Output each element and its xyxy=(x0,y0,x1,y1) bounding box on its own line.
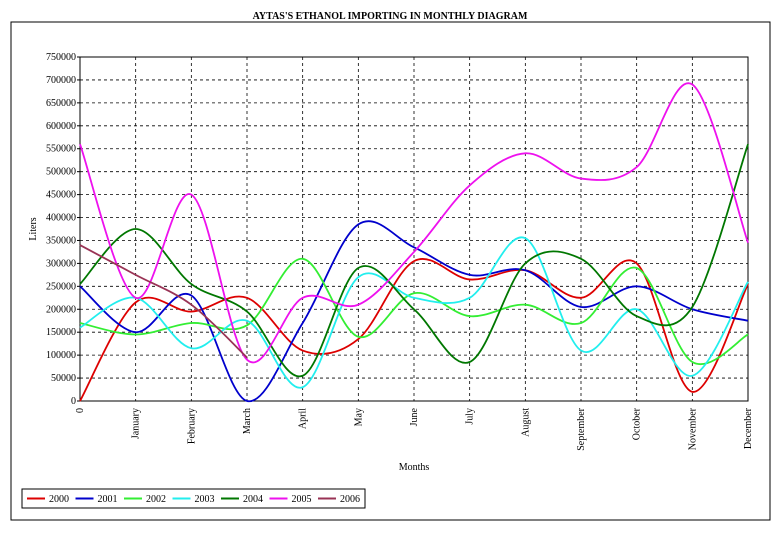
y-tick-label: 600000 xyxy=(46,121,76,132)
y-tick-label: 0 xyxy=(71,396,76,407)
series-line xyxy=(79,258,749,402)
plot-area xyxy=(79,56,749,402)
y-tick-label: 500000 xyxy=(46,167,76,178)
x-tick-label: March xyxy=(242,408,253,434)
series-line xyxy=(79,257,749,366)
y-tick-label: 650000 xyxy=(46,98,76,109)
series-line xyxy=(79,143,749,378)
series-line xyxy=(79,236,749,389)
x-tick-label: January xyxy=(131,408,142,439)
y-tick-label: 550000 xyxy=(46,144,76,155)
chart-title: AYTAS'S ETHANOL IMPORTING IN MONTHLY DIA… xyxy=(253,11,528,22)
x-tick-label: December xyxy=(743,407,754,449)
x-tick-label: October xyxy=(632,407,643,440)
x-tick-label: June xyxy=(409,407,420,426)
series-line xyxy=(79,244,248,359)
y-tick-label: 250000 xyxy=(46,281,76,292)
y-tick-label: 200000 xyxy=(46,304,76,315)
x-tick-label: July xyxy=(465,408,476,425)
x-tick-label: November xyxy=(687,407,698,450)
y-tick-label: 400000 xyxy=(46,213,76,224)
legend-label: 2000 xyxy=(49,494,69,505)
y-axis-label: Liters xyxy=(28,217,39,240)
y-tick-label: 750000 xyxy=(46,52,76,63)
x-tick-label: September xyxy=(576,407,587,450)
legend-label: 2004 xyxy=(243,494,263,505)
chart-frame xyxy=(10,21,771,521)
y-tick-label: 150000 xyxy=(46,327,76,338)
x-tick-label: April xyxy=(298,408,309,429)
legend-label: 2003 xyxy=(195,494,215,505)
y-tick-label: 350000 xyxy=(46,235,76,246)
x-tick-label: 0 xyxy=(75,408,86,413)
y-tick-label: 50000 xyxy=(51,373,76,384)
y-tick-label: 700000 xyxy=(46,75,76,86)
series-line xyxy=(79,82,749,364)
x-tick-label: August xyxy=(520,408,531,437)
legend-label: 2006 xyxy=(340,494,360,505)
y-tick-label: 300000 xyxy=(46,258,76,269)
x-tick-label: February xyxy=(186,408,197,444)
x-tick-label: May xyxy=(353,408,364,426)
y-tick-label: 100000 xyxy=(46,350,76,361)
legend-label: 2005 xyxy=(292,494,312,505)
y-tick-label: 450000 xyxy=(46,190,76,201)
x-axis-label: Months xyxy=(399,462,430,473)
legend-box xyxy=(21,488,366,509)
series-line xyxy=(79,220,749,402)
legend-label: 2001 xyxy=(98,494,118,505)
legend-label: 2002 xyxy=(146,494,166,505)
